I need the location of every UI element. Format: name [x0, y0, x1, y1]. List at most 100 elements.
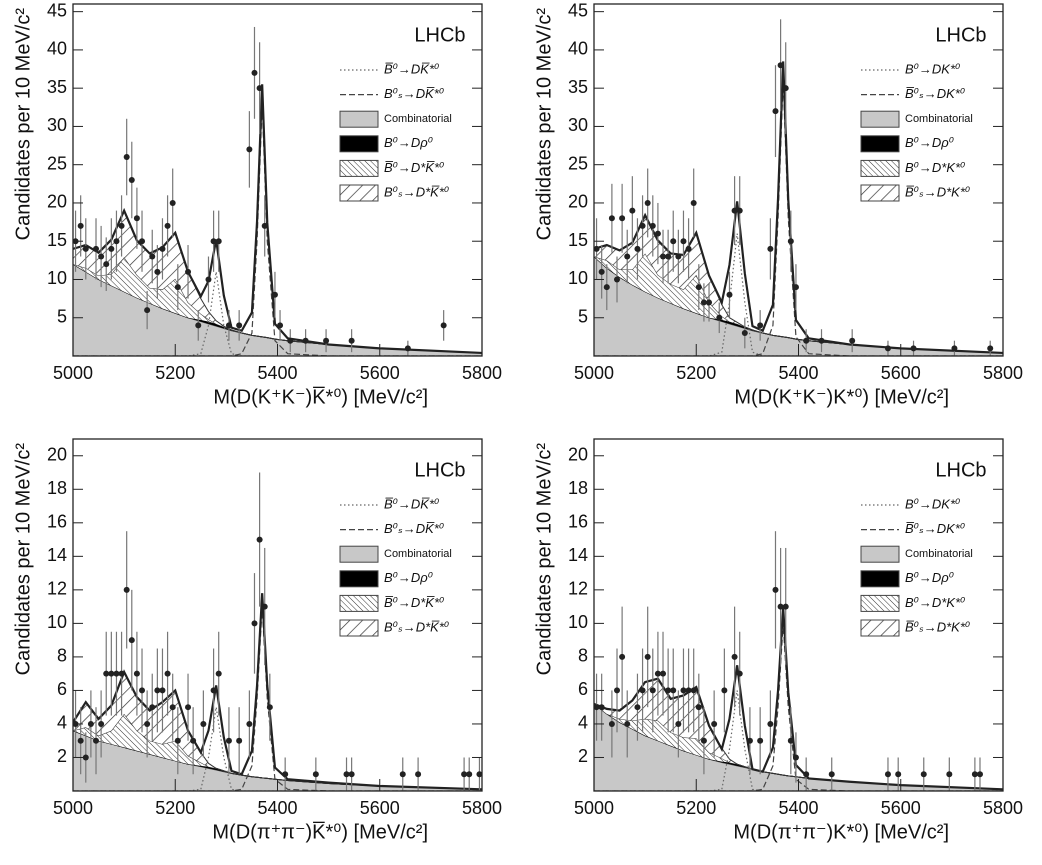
legend-label: B⁰→D*K*⁰: [905, 160, 966, 175]
plot-area: [594, 19, 1003, 356]
data-point: [711, 720, 718, 727]
data-point: [624, 720, 631, 727]
legend-label: B⁰→Dρ⁰: [905, 570, 955, 585]
data-point: [144, 307, 151, 314]
data-point: [108, 245, 115, 252]
area-fill: [594, 256, 1003, 356]
data-point: [660, 670, 667, 677]
legend-label: Combinatorial: [905, 548, 973, 560]
data-point: [128, 177, 135, 183]
y-tick-label: 6: [578, 679, 588, 699]
data-point: [614, 687, 621, 694]
x-tick-label: 5600: [881, 363, 921, 383]
x-tick-label: 5600: [360, 798, 400, 818]
data-point: [185, 704, 192, 711]
fit-curve: [73, 606, 482, 791]
data-point: [741, 330, 748, 337]
data-point: [149, 253, 156, 260]
data-point: [174, 284, 181, 291]
y-tick-label: 15: [47, 230, 67, 250]
data-point: [144, 720, 151, 727]
data-point: [685, 245, 692, 252]
y-tick-label: 14: [568, 545, 588, 565]
area-fill: [594, 253, 1003, 353]
data-point: [123, 154, 130, 161]
data-point: [113, 670, 120, 677]
data-point: [660, 253, 667, 260]
y-axis-title: Candidates per 10 MeV/c²: [12, 8, 34, 241]
data-point: [87, 720, 94, 727]
data-point: [190, 737, 197, 744]
y-axis-title: Candidates per 10 MeV/c²: [533, 443, 555, 676]
x-tick-label: 5200: [155, 798, 195, 818]
data-point: [82, 245, 89, 252]
y-tick-label: 10: [47, 612, 67, 632]
legend-label: B̅⁰→D*K̅*⁰: [384, 595, 445, 610]
legend-swatch: [339, 570, 379, 588]
data-point: [884, 345, 891, 352]
data-point: [108, 670, 115, 677]
legend-label: B⁰→Dρ⁰: [384, 570, 434, 585]
data-point: [215, 670, 222, 677]
data-point: [215, 238, 222, 245]
data-point: [644, 199, 651, 206]
area-fill: [594, 703, 1003, 791]
x-tick-label: 5600: [881, 798, 921, 818]
data-point: [787, 737, 794, 744]
data-point: [736, 207, 743, 214]
data-point: [757, 737, 764, 744]
data-point: [93, 245, 100, 252]
data-point: [792, 754, 799, 761]
x-tick-label: 5200: [676, 798, 716, 818]
legend-label: B̅⁰ₛ→D*K*⁰: [905, 184, 971, 199]
legend-swatch: [339, 135, 379, 153]
data-point: [782, 603, 789, 610]
data-point: [476, 771, 482, 778]
data-point: [266, 704, 273, 711]
legend-label: B̅⁰ₛ→DK*⁰: [905, 86, 966, 101]
data-point: [77, 222, 84, 229]
panel: 2 4 6 8 10 12 14 16 18 20 5000 5200 5400 5600 5800 M(D(…: [533, 438, 1023, 843]
data-point: [82, 754, 89, 761]
legend-label: B⁰→D*K*⁰: [905, 595, 966, 610]
x-tick-label: 5800: [983, 363, 1023, 383]
data-point: [123, 586, 130, 593]
legend-label: B⁰→DK*⁰: [905, 61, 961, 76]
y-tick-label: 30: [568, 115, 588, 135]
data-point: [128, 637, 135, 644]
data-point: [654, 670, 661, 677]
y-tick-label: 5: [578, 306, 588, 326]
legend-label: B̅⁰→D*K̅*⁰: [384, 160, 445, 175]
data-point: [287, 337, 294, 344]
data-point: [251, 620, 258, 627]
x-tick-label: 5000: [53, 798, 93, 818]
y-tick-label: 40: [568, 39, 588, 59]
legend-label: B⁰ₛ→DK̅*⁰: [384, 521, 445, 536]
data-point: [149, 704, 156, 711]
y-tick-label: 20: [47, 192, 67, 212]
data-point: [133, 670, 140, 677]
data-point: [644, 653, 651, 660]
fit-curve: [594, 690, 1003, 791]
plot-area: [73, 472, 482, 791]
legend-label: B⁰ₛ→D*K̅*⁰: [384, 619, 450, 634]
x-axis-title: M(D(K⁺K⁻)K*⁰) [MeV/c²]: [734, 386, 949, 408]
data-point: [93, 737, 100, 744]
area-fill: [73, 264, 482, 356]
data-point: [726, 291, 733, 298]
data-point: [210, 238, 217, 245]
y-tick-label: 25: [47, 153, 67, 173]
data-point: [461, 771, 468, 778]
annotation: LHCb: [935, 24, 986, 46]
data-point: [629, 207, 636, 214]
data-point: [767, 720, 774, 727]
data-point: [169, 199, 176, 206]
y-tick-label: 16: [568, 512, 588, 532]
data-point: [302, 337, 309, 344]
data-point: [767, 245, 774, 252]
data-point: [675, 253, 682, 260]
area-fill: [594, 703, 1003, 790]
legend-label: B⁰→Dρ⁰: [384, 135, 434, 150]
area-fill: [594, 215, 1003, 353]
data-point: [277, 322, 284, 329]
